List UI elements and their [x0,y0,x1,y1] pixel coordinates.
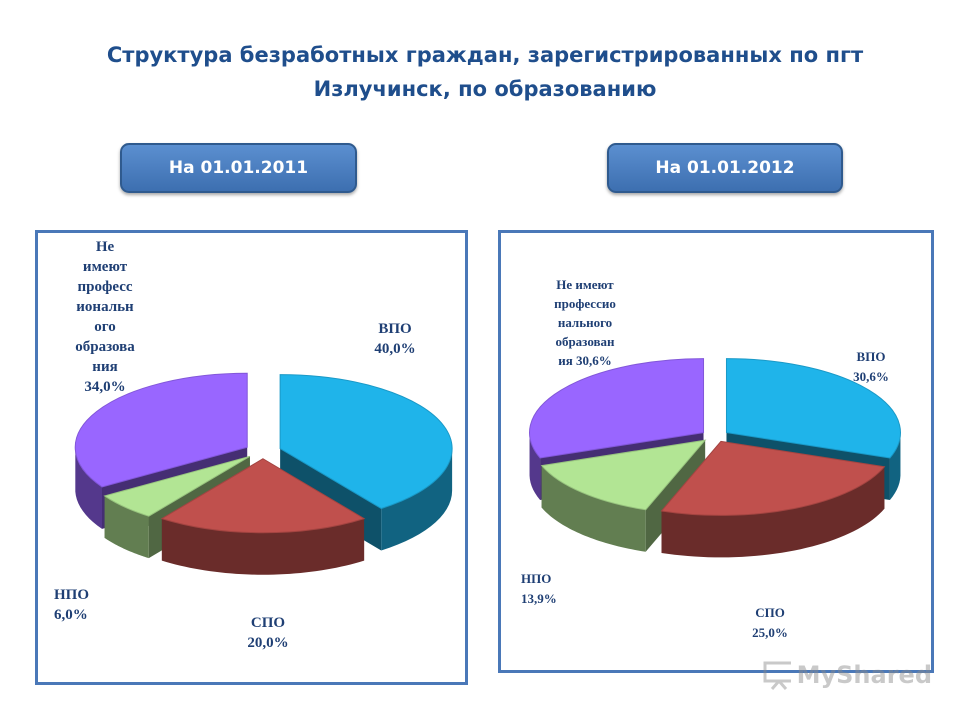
pie-slice-ne [529,358,705,459]
label-line: ния [92,359,118,375]
pie-slice-side-npo [104,495,149,559]
pie-slice-side-vpo [381,448,453,551]
pie-slice-side-ne [75,449,103,529]
label-line: 40,0% [374,341,416,357]
pie-slice-spo [160,458,366,534]
pie-slice-vpo [279,374,453,510]
label-spo-2012: СПО 25,0% [725,603,815,643]
pie-chart-2012 [529,358,901,558]
label-line: ого [94,319,116,335]
page-title: Структура безработных граждан, зарегистр… [60,38,910,106]
pie-chart-2011 [74,372,453,575]
pie-slice-side-ne [529,433,541,500]
pie-slice-ne [74,372,248,488]
pie-slice-npo [540,439,707,511]
label-line: професс [77,279,133,295]
label-line: ВПО [378,321,412,337]
label-line: профессио [554,296,616,311]
title-line-2: Излучинск, по образованию [313,77,657,101]
pie-slice-side-spo [161,518,365,575]
chart-panel-2011: Не имеют професс иональн ого образова ния 34,0%… [35,230,468,685]
date-2011-button[interactable]: На 01.01.2011 [120,143,357,193]
pie-slice-side-npo [541,465,646,552]
label-line: 34,0% [84,379,126,395]
label-line: Не имеют [556,277,614,292]
label-line: 13,9% [521,591,557,606]
chart-panel-2012: Не имеют профессио нального образован ия 30,… [498,230,934,673]
label-npo-2012: НПО 13,9% [521,569,581,609]
label-line: ВПО [856,349,886,364]
label-vpo-2012: ВПО 30,6% [831,347,911,387]
label-line: 20,0% [247,635,289,651]
pie-slice-side-vpo [889,433,901,500]
label-npo-2011: НПО 6,0% [54,585,114,625]
label-line: образова [75,339,135,355]
label-line: СПО [250,615,286,631]
label-line: 30,6% [853,369,889,384]
label-line: ия 30,6% [558,353,612,368]
label-vpo-2011: ВПО 40,0% [350,319,440,359]
watermark-text: MyShared [796,661,932,689]
label-line: Не [95,239,115,255]
pie-slice-vpo [725,358,901,459]
title-line-1: Структура безработных граждан, зарегистр… [106,43,864,67]
pie-slice-npo [103,455,251,517]
label-line: НПО [54,587,90,603]
label-line: нального [557,315,613,330]
date-2012-button[interactable]: На 01.01.2012 [607,143,843,193]
label-ne-2011: Не имеют професс иональн ого образова ния 34,0% [50,237,160,397]
label-spo-2011: СПО 20,0% [223,613,313,653]
watermark: MyShared [762,655,932,695]
label-line: 25,0% [752,625,788,640]
presentation-icon [763,661,791,690]
label-line: иональн [76,299,134,315]
label-ne-2012: Не имеют профессио нального образован ия 30,… [515,275,655,370]
label-line: НПО [521,571,552,586]
label-line: имеют [82,259,128,275]
label-line: образован [555,334,615,349]
pie-slice-spo [660,440,886,516]
label-line: 6,0% [54,607,88,623]
label-line: СПО [755,605,785,620]
